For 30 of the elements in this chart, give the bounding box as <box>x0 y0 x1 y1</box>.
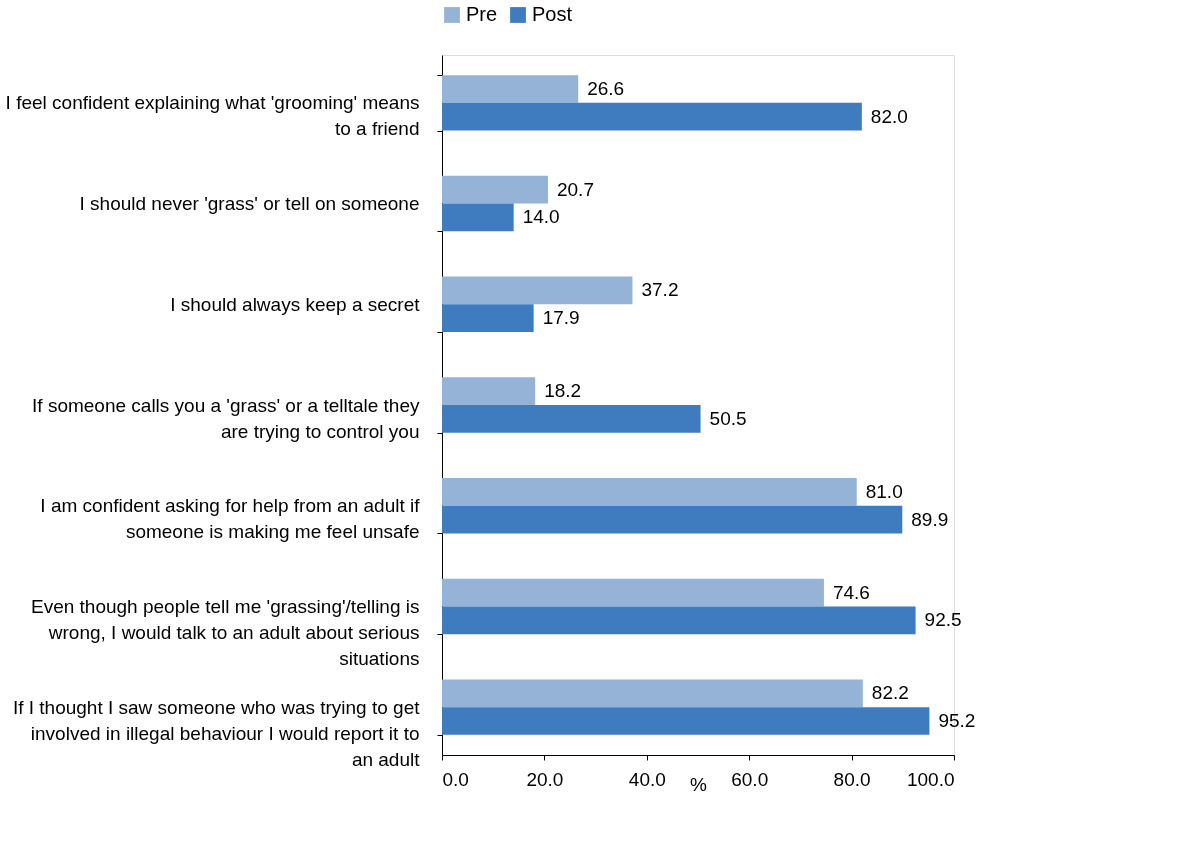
legend-label: Post <box>532 3 573 25</box>
y-tick-label: If I thought I saw someone who was trying to get involved in illegal behaviour I would report it to an adult <box>12 696 421 770</box>
y-tick-label: I am confident asking for help from an adult if someone is making me feel unsafe <box>40 495 421 543</box>
y-tick-label: I feel confident explaining what 'grooming' means to a friend <box>5 92 420 140</box>
x-tick-label: 60.0 <box>731 768 769 790</box>
data-label: 50.5 <box>709 407 747 429</box>
y-tick-label: Even though people tell me 'grassing'/telling is wrong, I would talk to an adult about serious situations <box>30 595 420 669</box>
data-label: 20.7 <box>556 178 594 200</box>
x-tick-label: 40.0 <box>628 768 666 790</box>
data-label: 17.9 <box>542 307 580 329</box>
data-label: 95.2 <box>938 710 976 732</box>
data-label: 74.6 <box>832 581 870 603</box>
data-label: 82.0 <box>870 105 908 127</box>
data-label: 89.9 <box>911 508 949 530</box>
data-label: 37.2 <box>641 279 679 301</box>
y-tick-label: If someone calls you a 'grass' or a telltale they are trying to control you <box>32 394 420 442</box>
data-label: 81.0 <box>865 480 903 502</box>
x-tick-label: 100.0 <box>906 768 955 790</box>
x-tick-label: 20.0 <box>526 768 564 790</box>
x-tick-label: 0.0 <box>442 768 469 790</box>
data-label: 82.2 <box>871 682 909 704</box>
legend-label: Pre <box>466 3 498 25</box>
x-tick-label: 80.0 <box>833 768 871 790</box>
y-tick-label: I should never 'grass' or tell on someone <box>79 193 420 215</box>
data-label: 26.6 <box>587 77 625 99</box>
data-label: 18.2 <box>544 380 582 402</box>
data-label: 14.0 <box>522 206 560 228</box>
y-tick-label: I should always keep a secret <box>170 293 421 315</box>
x-axis-title: % <box>690 773 708 795</box>
data-label: 92.5 <box>924 609 962 631</box>
